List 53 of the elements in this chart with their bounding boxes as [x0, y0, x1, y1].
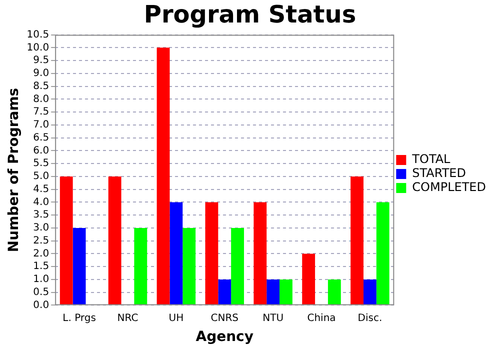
bar — [266, 279, 280, 305]
x-tick-label: Disc. — [358, 312, 382, 324]
y-tick-label: 1.0 — [33, 274, 50, 286]
bar — [280, 279, 292, 305]
bar — [302, 254, 316, 305]
y-tick-label: 9.0 — [33, 68, 50, 80]
y-tick-label: 6.5 — [33, 132, 50, 144]
y-tick-label: 8.0 — [33, 94, 50, 105]
chart-title: Program Status — [144, 0, 356, 29]
x-tick-label: NRC — [117, 312, 138, 324]
y-tick-label: 8.5 — [33, 80, 50, 92]
bar — [350, 176, 364, 305]
legend-label: COMPLETED — [412, 180, 486, 194]
y-tick-label: 1.5 — [33, 261, 50, 272]
y-tick-label: 4.5 — [33, 184, 50, 195]
bar — [218, 279, 232, 305]
bar — [156, 48, 170, 305]
bar — [231, 228, 244, 305]
y-tick-label: 5.0 — [33, 171, 50, 182]
y-tick-label: 5.5 — [33, 158, 50, 170]
y-tick-label: 3.0 — [33, 222, 50, 234]
bar — [108, 176, 122, 305]
x-tick-label: UH — [168, 312, 184, 324]
y-tick-label: 9.5 — [33, 55, 50, 66]
bar — [254, 202, 267, 305]
y-tick-label: 2.5 — [33, 235, 50, 246]
y-tick-label: 3.5 — [33, 210, 50, 221]
bar — [72, 228, 86, 305]
bar — [363, 279, 376, 305]
y-tick-label: 10.5 — [26, 29, 50, 40]
x-tick-label: L. Prgs — [62, 312, 96, 324]
bar — [60, 176, 73, 305]
x-tick-label: CNRS — [210, 312, 238, 324]
y-tick-label: 0.5 — [33, 286, 50, 298]
bar — [182, 228, 196, 305]
bar — [205, 202, 218, 305]
bar — [328, 279, 341, 305]
y-tick-label: 7.0 — [33, 120, 50, 131]
y-tick-label: 0.0 — [33, 300, 50, 311]
y-tick-label: 10.0 — [26, 42, 50, 54]
bar — [170, 202, 183, 305]
x-axis-title: Agency — [196, 329, 254, 346]
bar — [134, 228, 148, 305]
bar — [376, 202, 390, 305]
x-tick-label: NTU — [262, 312, 284, 324]
y-tick-label: 2.0 — [33, 248, 50, 260]
legend-label: TOTAL — [411, 152, 451, 166]
y-tick-label: 7.5 — [33, 106, 50, 118]
y-tick-label: 6.0 — [33, 145, 50, 156]
y-tick-label: 4.0 — [33, 196, 50, 208]
legend-label: STARTED — [412, 166, 466, 180]
y-axis-title: Number of Programs — [6, 88, 22, 252]
x-tick-label: China — [307, 312, 336, 324]
